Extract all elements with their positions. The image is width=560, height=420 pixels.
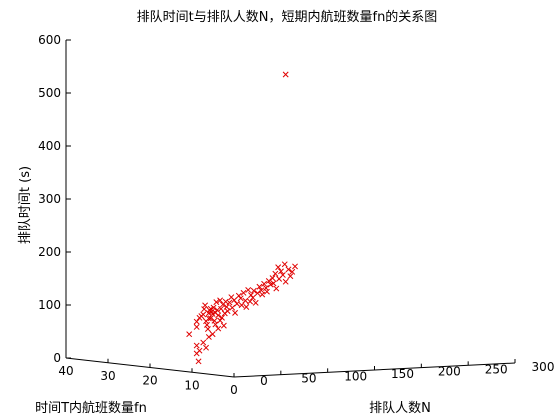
fn-tick-label: 30 bbox=[100, 369, 115, 383]
data-point bbox=[203, 345, 208, 350]
data-point bbox=[282, 262, 287, 267]
data-point bbox=[196, 359, 201, 364]
data-point bbox=[273, 271, 278, 276]
data-point bbox=[232, 310, 237, 315]
data-point bbox=[250, 295, 255, 300]
outlier-layer bbox=[283, 72, 288, 77]
n-tick-label: 50 bbox=[301, 372, 316, 386]
data-points bbox=[187, 262, 298, 364]
z-tick-label: 400 bbox=[38, 139, 61, 153]
data-point bbox=[241, 290, 246, 295]
data-point bbox=[194, 351, 199, 356]
data-point bbox=[221, 323, 226, 328]
data-point bbox=[194, 343, 199, 348]
data-point bbox=[230, 305, 235, 310]
data-point bbox=[205, 326, 210, 331]
fn-tick-label: 20 bbox=[142, 374, 157, 388]
fn-axis-label: 时间T内航班数量fn bbox=[35, 400, 147, 416]
n-axis-label: 排队人数N bbox=[369, 401, 431, 416]
fn-tick-label: 10 bbox=[184, 378, 199, 392]
data-point bbox=[247, 299, 252, 304]
data-point bbox=[246, 287, 251, 292]
data-point bbox=[201, 340, 206, 345]
data-point bbox=[218, 318, 223, 323]
data-point bbox=[283, 279, 288, 284]
z-tick-label: 100 bbox=[38, 298, 61, 312]
n-ticks: 0 50 100 150 200 250 300 bbox=[234, 359, 554, 388]
data-point bbox=[210, 332, 215, 337]
data-point bbox=[223, 299, 228, 304]
data-point bbox=[253, 300, 258, 305]
n-tick-label: 300 bbox=[532, 360, 555, 374]
z-tick-label: 300 bbox=[38, 192, 61, 206]
n-tick-label: 200 bbox=[438, 365, 461, 379]
data-point bbox=[203, 303, 208, 308]
z-tick-label: 0 bbox=[53, 351, 61, 365]
z-tick-label: 200 bbox=[38, 245, 61, 259]
data-point bbox=[194, 324, 199, 329]
data-point bbox=[244, 304, 249, 309]
data-point bbox=[238, 296, 243, 301]
fn-tick-label: 40 bbox=[58, 364, 73, 378]
z-axis-label: 排队时间t (s) bbox=[18, 166, 33, 244]
data-point bbox=[201, 312, 206, 317]
data-point bbox=[194, 319, 199, 324]
data-point bbox=[225, 309, 230, 314]
n-tick-label: 150 bbox=[391, 367, 414, 381]
data-point bbox=[274, 286, 279, 291]
data-point bbox=[270, 276, 275, 281]
data-point bbox=[292, 264, 297, 269]
data-point bbox=[232, 298, 237, 303]
data-point bbox=[243, 298, 248, 303]
data-point bbox=[187, 332, 192, 337]
data-point bbox=[264, 289, 269, 294]
z-tick-label: 600 bbox=[38, 33, 61, 47]
data-point bbox=[260, 292, 265, 297]
n-tick-label: 250 bbox=[485, 362, 508, 376]
data-point bbox=[234, 301, 239, 306]
chart-title: 排队时间t与排队人数N，短期内航班数量fn的关系图 bbox=[137, 9, 438, 25]
z-tick-label: 500 bbox=[38, 86, 61, 100]
n-tick-label: 0 bbox=[260, 374, 268, 388]
n-tick-label: 100 bbox=[344, 369, 367, 383]
fn-tick-label: 0 bbox=[230, 383, 238, 397]
data-point bbox=[227, 300, 232, 305]
data-point bbox=[206, 334, 211, 339]
outlier-point bbox=[283, 72, 288, 77]
